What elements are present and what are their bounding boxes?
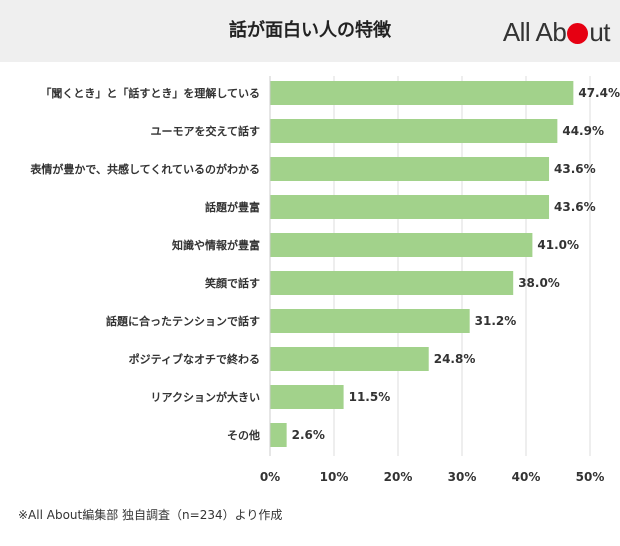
category-label: 表情が豊かで、共感してくれているのがわかる bbox=[29, 162, 260, 176]
bar bbox=[270, 347, 429, 371]
bar bbox=[270, 423, 287, 447]
data-label: 2.6% bbox=[292, 428, 325, 442]
data-label: 44.9% bbox=[562, 124, 604, 138]
category-label: 知識や情報が豊富 bbox=[171, 238, 260, 252]
logo-red-dot-icon bbox=[567, 23, 589, 44]
category-label: 「聞くとき」と「話すとき」を理解している bbox=[40, 86, 260, 100]
bar bbox=[270, 195, 550, 219]
logo-text-end: ut bbox=[589, 17, 610, 47]
data-label: 11.5% bbox=[349, 390, 391, 404]
category-label: 話題が豊富 bbox=[205, 200, 260, 214]
category-label: その他 bbox=[227, 428, 260, 442]
data-label: 38.0% bbox=[518, 276, 560, 290]
data-label: 24.8% bbox=[434, 352, 476, 366]
bar bbox=[270, 271, 514, 295]
x-tick-label: 20% bbox=[384, 470, 413, 484]
bar bbox=[270, 309, 470, 333]
header-band bbox=[0, 0, 620, 62]
category-label: 笑顔で話す bbox=[205, 276, 260, 290]
x-tick-label: 30% bbox=[448, 470, 477, 484]
category-label: 話題に合ったテンションで話す bbox=[106, 314, 260, 328]
data-label: 43.6% bbox=[554, 200, 596, 214]
bar-chart: 0% 10% 20% 30% 40% 50% 「聞くとき」と「話すとき」を理解している 47.… bbox=[29, 76, 620, 484]
x-tick-label: 40% bbox=[512, 470, 541, 484]
data-label: 31.2% bbox=[475, 314, 517, 328]
source-note: ※All About編集部 独自調査（n=234）より作成 bbox=[18, 508, 283, 522]
category-label: ポジティブなオチで終わる bbox=[129, 352, 260, 366]
bar bbox=[270, 385, 344, 409]
bar bbox=[270, 233, 533, 257]
bar bbox=[270, 119, 558, 143]
data-label: 41.0% bbox=[537, 238, 579, 252]
x-tick-label: 0% bbox=[260, 470, 280, 484]
data-label: 43.6% bbox=[554, 162, 596, 176]
x-tick-label: 10% bbox=[320, 470, 349, 484]
bar bbox=[270, 81, 574, 105]
bar bbox=[270, 157, 550, 181]
category-label: リアクションが大きい bbox=[151, 390, 260, 404]
category-label: ユーモアを交えて話す bbox=[151, 124, 260, 138]
all-about-logo: All Ab ut bbox=[502, 16, 611, 48]
x-tick-label: 50% bbox=[576, 470, 605, 484]
logo-text-start: All Ab bbox=[502, 17, 567, 47]
data-label: 47.4% bbox=[578, 86, 620, 100]
chart-title: 話が面白い人の特徴 bbox=[229, 20, 391, 41]
